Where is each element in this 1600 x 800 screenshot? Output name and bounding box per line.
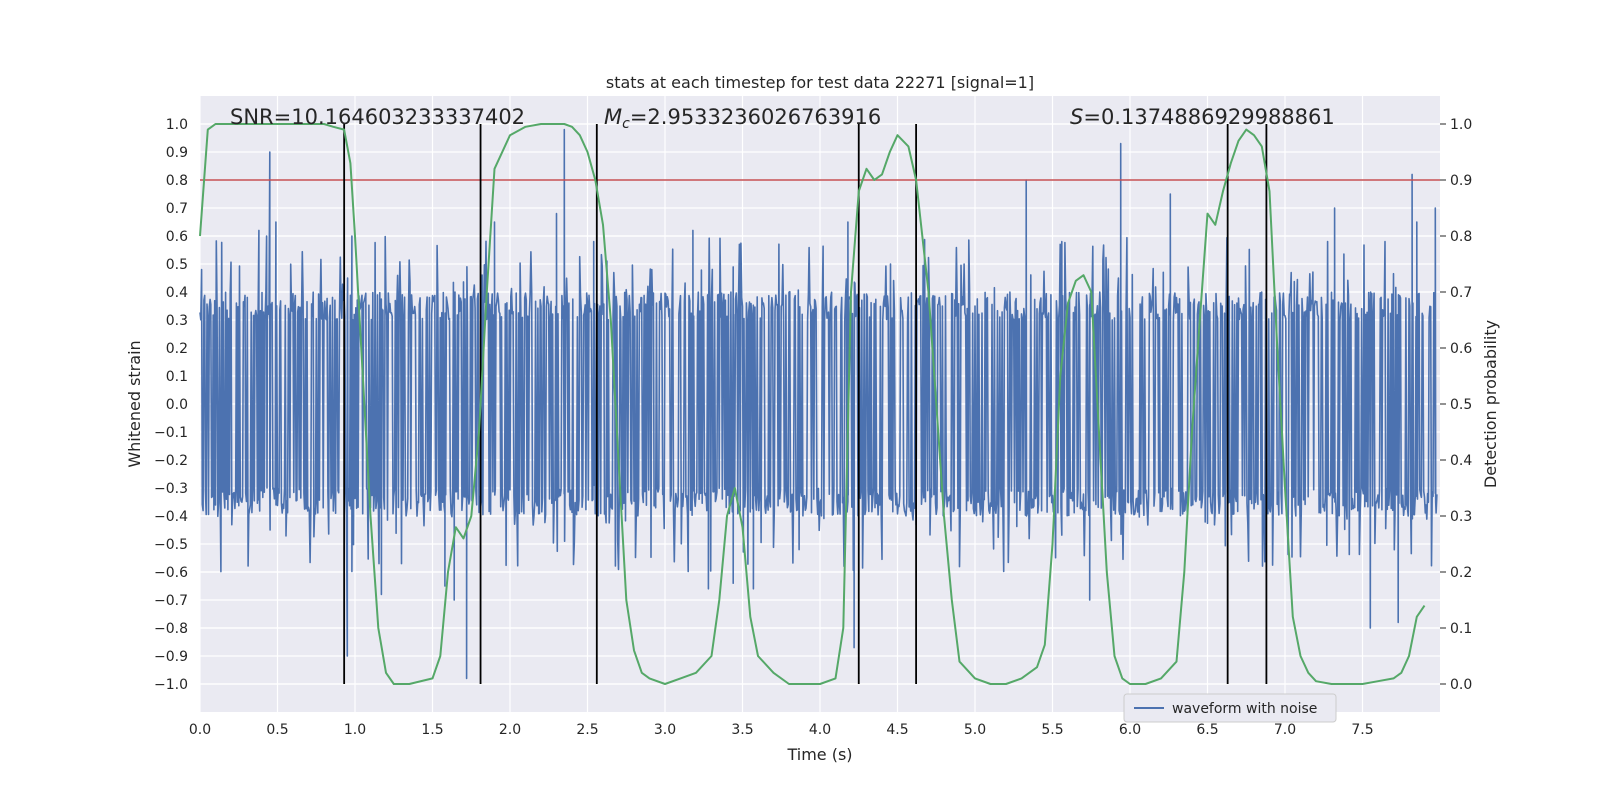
y-tick-label: 0.5 <box>166 257 188 273</box>
y-tick-label: −0.1 <box>154 425 188 441</box>
x-tick-label: 4.0 <box>809 722 831 738</box>
y-tick-label: 1.0 <box>166 117 188 133</box>
probability-series <box>199 123 1426 685</box>
y-tick-label: 0.4 <box>166 285 188 301</box>
legend-label-waveform: waveform with noise <box>1172 701 1317 717</box>
y2-tick-label: 0.8 <box>1450 229 1472 245</box>
y2-tick-label: 0.2 <box>1450 565 1472 581</box>
y2-tick-label: 0.5 <box>1450 397 1472 413</box>
y-tick-label: −0.4 <box>154 509 188 525</box>
x-tick-label: 2.5 <box>576 722 598 738</box>
y-axis-ticks: −1.0 −0.9 −0.8 −0.7 −0.6 −0.5 −0.4 −0.3 −0.2 −0.1… <box>154 117 188 693</box>
x-tick-label: 7.5 <box>1351 722 1373 738</box>
y-tick-label: −0.7 <box>154 593 188 609</box>
y2-tick-label: 0.4 <box>1450 453 1472 469</box>
y-tick-label: −0.5 <box>154 537 188 553</box>
y-tick-label: 0.7 <box>166 201 188 217</box>
y-tick-label: −0.2 <box>154 453 188 469</box>
y-tick-label: 0.0 <box>166 397 188 413</box>
y-tick-label: 0.9 <box>166 145 188 161</box>
x-tick-label: 4.5 <box>886 722 908 738</box>
mc-annotation: Mc=2.9533236026763916 <box>604 105 881 132</box>
y-tick-label: 0.6 <box>166 229 188 245</box>
y2-tick-label: 1.0 <box>1450 117 1472 133</box>
y-tick-label: 0.8 <box>166 173 188 189</box>
snr-annotation: SNR=10.164603233337402 <box>230 105 525 129</box>
x-tick-label: 3.5 <box>731 722 753 738</box>
x-tick-label: 0.5 <box>266 722 288 738</box>
y-tick-label: −1.0 <box>154 677 188 693</box>
y2-tick-label: 0.6 <box>1450 341 1472 357</box>
y2-axis-ticks: 0.0 0.1 0.2 0.3 0.4 0.5 0.6 0.7 0.8 0.9 1.0 <box>1440 117 1472 693</box>
s-annotation: S=0.1374886929988861 <box>1070 105 1335 129</box>
s-symbol: S <box>1070 105 1083 129</box>
x-tick-label: 7.0 <box>1274 722 1296 738</box>
x-tick-label: 6.5 <box>1196 722 1218 738</box>
s-value: =0.1374886929988861 <box>1083 105 1334 129</box>
y-axis-label: Whitened strain <box>125 340 144 467</box>
y-tick-label: 0.1 <box>166 369 188 385</box>
y-tick-label: −0.9 <box>154 649 188 665</box>
x-tick-label: 1.0 <box>344 722 366 738</box>
y2-tick-label: 0.9 <box>1450 173 1472 189</box>
x-tick-label: 1.5 <box>421 722 443 738</box>
x-axis-label: Time (s) <box>786 745 852 764</box>
waveform-line <box>199 128 1438 680</box>
x-tick-label: 0.0 <box>189 722 211 738</box>
x-tick-label: 5.5 <box>1041 722 1063 738</box>
x-tick-label: 5.0 <box>964 722 986 738</box>
y-tick-label: 0.2 <box>166 341 188 357</box>
y-tick-label: −0.3 <box>154 481 188 497</box>
x-axis-ticks: 0.0 0.5 1.0 1.5 2.0 2.5 3.0 3.5 4.0 4.5 5.0 5.5 6.0 6… <box>189 722 1374 738</box>
y2-tick-label: 0.1 <box>1450 621 1472 637</box>
mc-subscript: c <box>622 116 630 132</box>
mc-symbol: M <box>604 105 622 129</box>
y2-tick-label: 0.7 <box>1450 285 1472 301</box>
y2-axis-label: Detection probability <box>1481 320 1500 488</box>
legend-box <box>1123 693 1337 723</box>
waveform-series <box>199 128 1438 680</box>
x-tick-label: 2.0 <box>499 722 521 738</box>
x-tick-label: 6.0 <box>1119 722 1141 738</box>
mc-value: =2.9533236026763916 <box>630 105 881 129</box>
y-tick-label: 0.3 <box>166 313 188 329</box>
y-tick-label: −0.8 <box>154 621 188 637</box>
x-tick-label: 3.0 <box>654 722 676 738</box>
probability-line <box>199 123 1426 685</box>
y2-tick-label: 0.0 <box>1450 677 1472 693</box>
y-tick-label: −0.6 <box>154 565 188 581</box>
legend: waveform with noise <box>1123 693 1337 723</box>
y2-tick-label: 0.3 <box>1450 509 1472 525</box>
chart-title: stats at each timestep for test data 222… <box>606 73 1034 92</box>
